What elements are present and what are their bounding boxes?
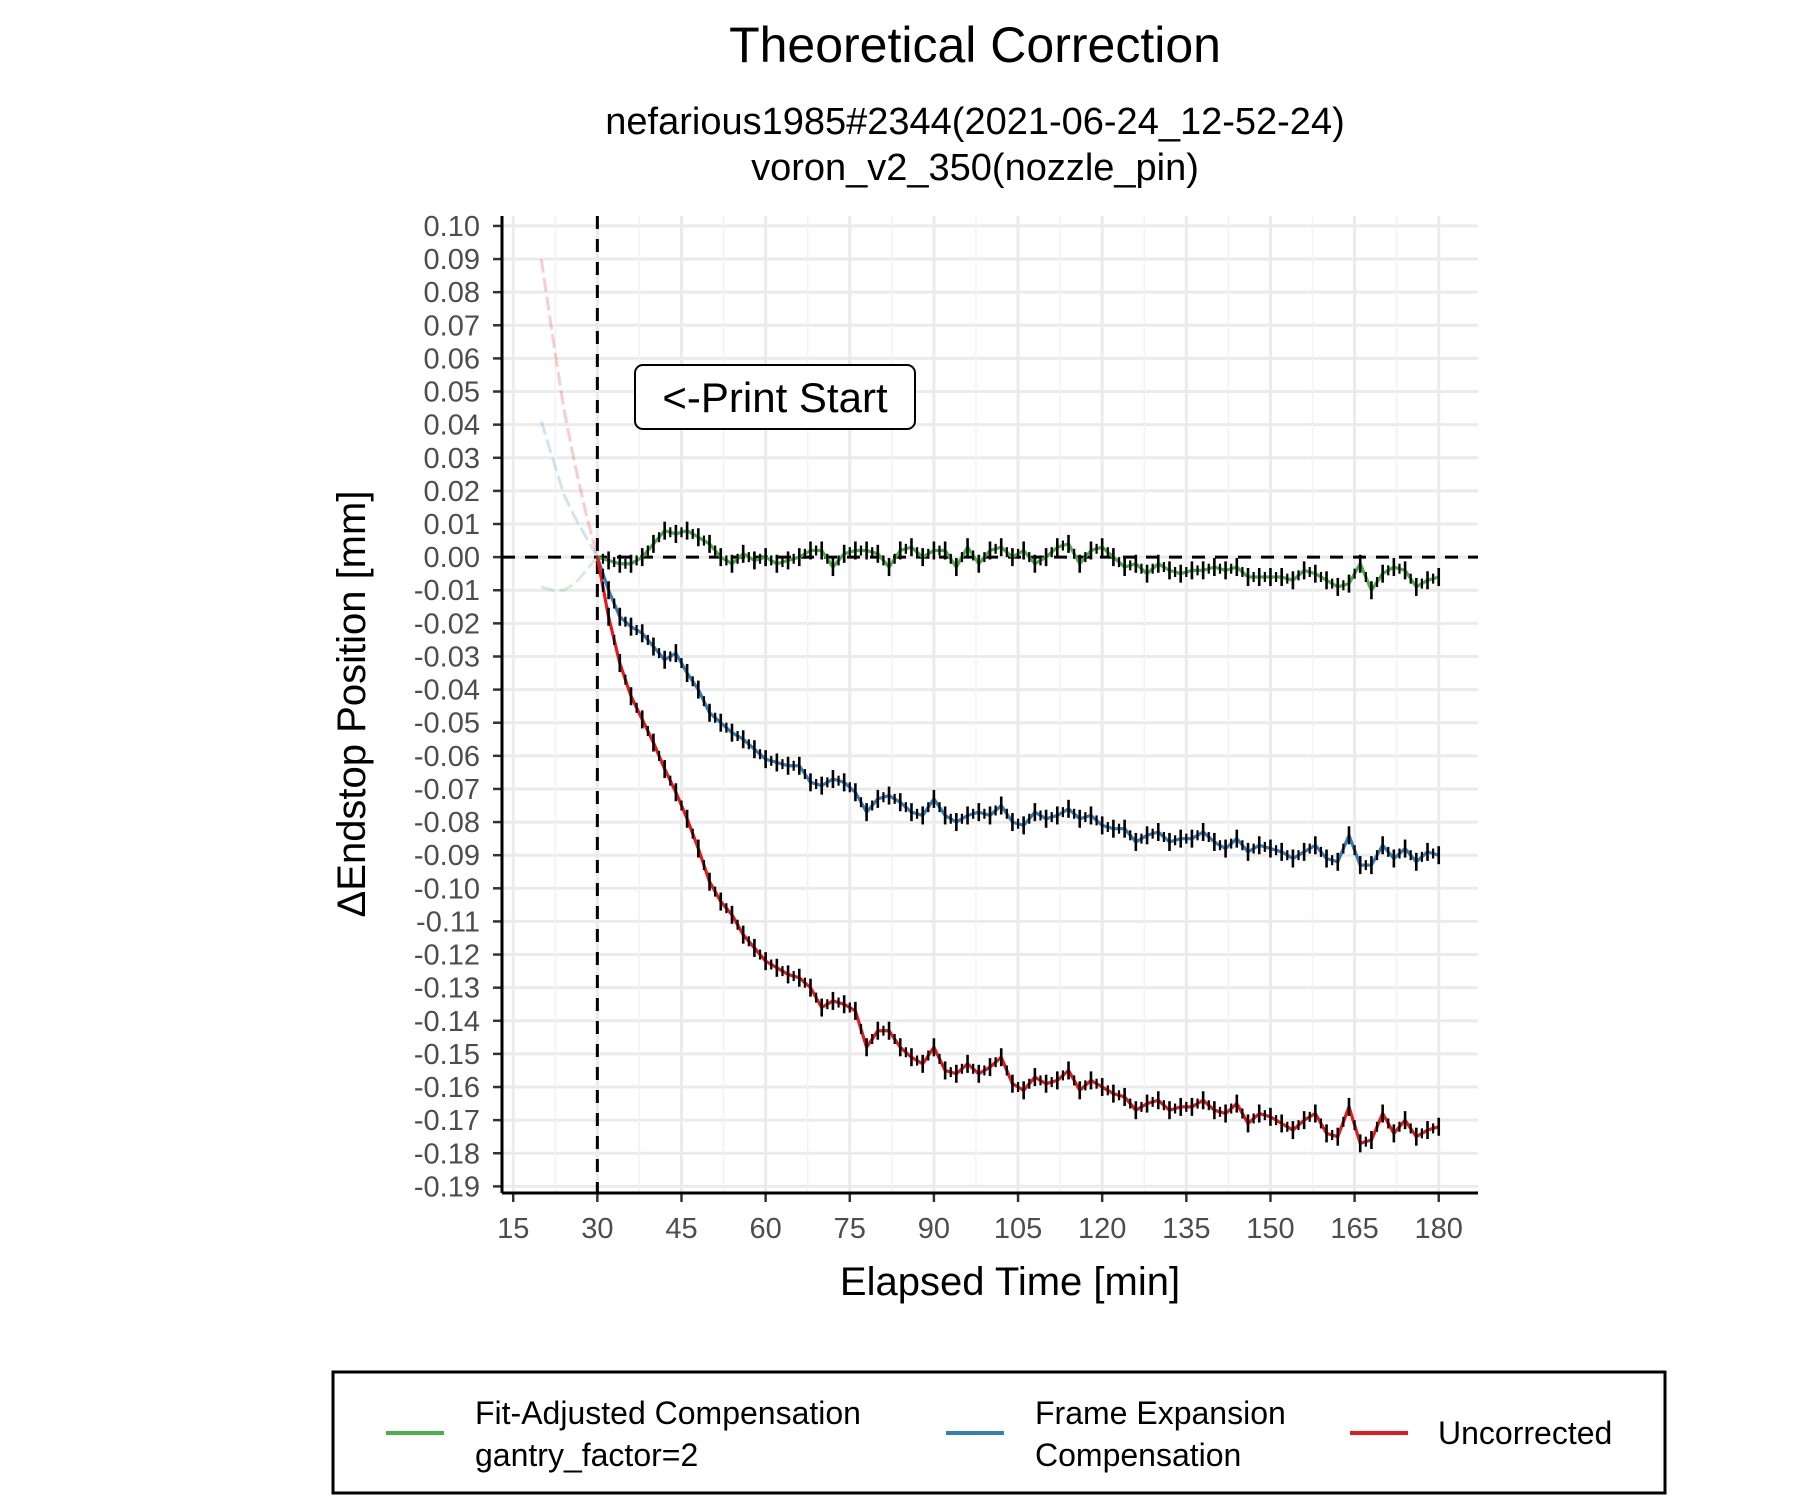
y-tick-label: 0.03 (424, 443, 480, 475)
y-tick-label: 0.09 (424, 244, 480, 276)
y-tick-label: -0.09 (414, 840, 480, 872)
axes (493, 216, 1478, 1202)
reference-lines (502, 216, 1478, 1193)
y-tick-label: 0.01 (424, 509, 480, 541)
series-frame-expansion-pre-start-line (539, 420, 599, 558)
y-tick-label: 0.08 (424, 277, 480, 309)
series-uncorrected-pre-start-line (539, 258, 599, 558)
y-tick-label: -0.06 (414, 741, 480, 773)
x-tick-label: 60 (749, 1213, 781, 1245)
y-tick-label: -0.11 (416, 906, 480, 938)
legend: Fit-Adjusted Compensation gantry_factor=… (331, 1370, 1667, 1495)
y-tick-label: 0.07 (424, 310, 480, 342)
x-axis-label: Elapsed Time [min] (840, 1260, 1180, 1304)
x-tick-label: 105 (994, 1213, 1042, 1245)
y-tick-label: -0.05 (414, 708, 480, 740)
error-bars (601, 521, 1441, 1153)
y-tick-label: 0.02 (424, 476, 480, 508)
x-tick-label: 120 (1078, 1213, 1126, 1245)
y-tick-label: -0.16 (414, 1072, 480, 1104)
y-tick-labels: 0.100.090.080.070.060.050.040.030.020.01… (414, 211, 480, 1203)
y-tick-label: 0.06 (424, 343, 480, 375)
y-tick-label: 0.05 (424, 377, 480, 409)
y-tick-label: 0.04 (424, 410, 480, 442)
legend-label-fit-adjusted-line-1: Fit-Adjusted Compensation (475, 1395, 861, 1431)
print-start-annotation: <-Print Start (634, 364, 916, 430)
y-tick-label: -0.07 (414, 774, 480, 806)
y-tick-label: -0.19 (414, 1171, 480, 1203)
y-tick-label: -0.01 (414, 575, 480, 607)
chart-subtitle-line-1: nefarious1985#2344(2021-06-24_12-52-24) (605, 101, 1344, 143)
x-tick-labels: 15 30 45 60 75 90 105 120 135 150 165 180 (497, 1213, 1463, 1245)
legend-label-frame-expansion-line-1: Frame Expansion (1035, 1395, 1286, 1431)
y-tick-label: -0.17 (414, 1105, 480, 1137)
x-tick-label: 165 (1330, 1213, 1378, 1245)
chart-subtitle-line-2: voron_v2_350(nozzle_pin) (751, 147, 1199, 189)
chart-title: Theoretical Correction (729, 17, 1221, 73)
y-tick-label: -0.12 (414, 940, 480, 972)
legend-label-fit-adjusted-line-2: gantry_factor=2 (475, 1437, 698, 1473)
x-tick-label: 30 (581, 1213, 613, 1245)
x-tick-label: 150 (1246, 1213, 1294, 1245)
annotation-text: <-Print Start (662, 374, 888, 421)
y-tick-label: -0.18 (414, 1138, 480, 1170)
x-tick-label: 90 (918, 1213, 950, 1245)
x-tick-label: 15 (497, 1213, 529, 1245)
x-tick-label: 180 (1415, 1213, 1463, 1245)
y-tick-label: -0.13 (414, 973, 480, 1005)
legend-label-frame-expansion-line-2: Compensation (1035, 1437, 1241, 1473)
y-tick-label: -0.08 (414, 807, 480, 839)
y-tick-label: -0.02 (414, 608, 480, 640)
annotation-box (634, 364, 916, 430)
x-tick-label: 75 (834, 1213, 866, 1245)
y-tick-label: -0.10 (414, 873, 480, 905)
legend-label-uncorrected: Uncorrected (1438, 1415, 1612, 1451)
x-tick-label: 135 (1162, 1213, 1210, 1245)
y-tick-label: 0.00 (424, 542, 480, 574)
y-tick-label: -0.03 (414, 641, 480, 673)
y-tick-label: -0.04 (414, 675, 480, 707)
gridlines (502, 216, 1478, 1193)
y-tick-label: -0.15 (414, 1039, 480, 1071)
x-tick-label: 45 (665, 1213, 697, 1245)
y-tick-label: -0.14 (414, 1006, 480, 1038)
series-fit-adjusted-pre-start-line (540, 556, 599, 592)
y-axis-label: ΔEndstop Position [mm] (330, 491, 374, 918)
y-tick-label: 0.10 (424, 211, 480, 243)
